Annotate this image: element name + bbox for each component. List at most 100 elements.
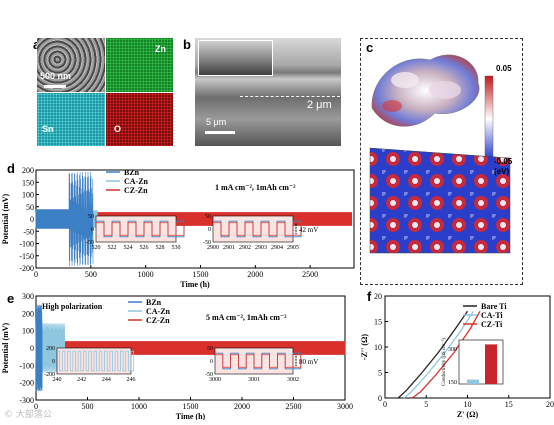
y-tick-label: 15: [374, 318, 382, 327]
inset-trace: [57, 350, 135, 372]
x-tick-label: 2500: [302, 270, 318, 279]
y-tick-label: -50: [23, 227, 34, 236]
y-tick-label: 5: [378, 369, 382, 378]
inset-annotation: 80 mV: [299, 358, 318, 366]
note-label: High polarization: [42, 302, 103, 311]
y-tick-label: 50: [26, 203, 34, 212]
x-tick-label: 20: [546, 400, 554, 409]
inset-x-tick-label: 240: [53, 377, 62, 383]
inset-annotation: 42 mV: [299, 226, 318, 234]
panel-a-sem: [37, 38, 105, 92]
inset-bar: [485, 344, 497, 384]
series-bzn: [35, 171, 94, 267]
inset-x-tick-label: 526: [140, 245, 149, 251]
panel-label-a: a: [33, 37, 40, 52]
x-axis-label: Time (h): [176, 412, 206, 420]
dashed-line-b: [240, 96, 340, 97]
condition-label: 5 mA cm⁻², 1mAh cm⁻²: [206, 313, 287, 322]
zn-map: [106, 38, 173, 92]
inset-x-tick-label: 3002: [287, 377, 299, 383]
inset-x-tick-label: 528: [156, 245, 165, 251]
legend-label: CA-Zn: [146, 307, 171, 316]
x-tick-label: 0: [34, 270, 38, 279]
legend-label: CZ-Zn: [146, 316, 170, 325]
panel-label-c: c: [366, 40, 374, 55]
inset-x-tick-label: 2904: [271, 245, 283, 251]
o-map-label: O: [114, 124, 122, 134]
y-tick-label: 300: [22, 292, 34, 301]
x-axis-label: Z' (Ω): [457, 410, 479, 419]
chart-d: 0 500 1000 1500 2000 2500-200-150-100-5005010…: [1, 166, 355, 289]
inset-x-tick-label: 2902: [239, 245, 251, 251]
y-tick-label: 200: [22, 309, 34, 318]
inset-y-tick-label: 300: [448, 347, 457, 353]
y-axis-label: Potential (mV): [1, 322, 10, 373]
inset-x-tick-label: 244: [102, 377, 111, 383]
inset-bar: [467, 379, 479, 384]
cbar-unit-label: (eV): [494, 167, 510, 176]
series-ca-ti: [403, 310, 474, 399]
sn-map-label: Sn: [42, 124, 54, 134]
inset-y-tick-label: 0: [91, 227, 94, 233]
inset-x-tick-label: 522: [108, 245, 117, 251]
cbar-min-label: -0.05: [494, 157, 513, 166]
inset-y-tick-label: 50: [88, 214, 94, 220]
x-tick-label: 5: [424, 400, 428, 409]
inset-y-label: Conductivity (μS cm⁻¹): [441, 338, 447, 386]
panel-label-b: b: [183, 37, 191, 52]
inset-x-tick-label: 530: [172, 245, 181, 251]
series-cz-ti: [411, 310, 481, 399]
y-tick-label: -100: [19, 240, 34, 249]
y-tick-label: 200: [22, 166, 34, 175]
legend-label: BZn: [124, 168, 140, 177]
scale-label-b-large: 2 μm: [307, 99, 332, 111]
inset-x-tick-label: 2905: [287, 245, 299, 251]
inset-y-tick-label: -50: [205, 372, 213, 378]
inset-x-tick-label: 3001: [248, 377, 260, 383]
condition-label: 1 mA cm⁻², 1mAh cm⁻²: [215, 183, 296, 192]
y-tick-label: 0: [378, 394, 382, 403]
scale-label-a: 500 nm: [40, 71, 72, 81]
x-tick-label: 1000: [131, 402, 147, 411]
inset-y-tick-label: -50: [203, 240, 211, 246]
inset-x-tick-label: 2901: [223, 245, 235, 251]
inset-y-tick-label: 200: [46, 346, 55, 352]
panel-c-frame: [360, 38, 523, 285]
x-tick-label: 2000: [234, 402, 250, 411]
x-tick-label: 500: [82, 402, 94, 411]
inset-trace: [96, 222, 185, 236]
legend-label: Bare Ti: [481, 302, 507, 311]
y-tick-label: 10: [374, 343, 382, 352]
chart-f: 0 5 10 15 20 0 5 10 15 20 Z' (Ω) -Z'' (Ω) Bare TiCA-…: [360, 292, 554, 419]
x-tick-label: 1500: [183, 402, 199, 411]
x-tick-label: 500: [85, 270, 97, 279]
y-tick-label: 20: [374, 292, 382, 301]
legend-label: BZn: [146, 298, 162, 307]
watermark: © 大部落公: [4, 410, 52, 420]
scale-label-b-small: 5 μm: [206, 117, 227, 127]
inset-y-tick-label: -50: [86, 240, 94, 246]
scale-bar-b: [205, 131, 235, 134]
inset-y-tick-label: 0: [208, 227, 211, 233]
inset-x-tick-label: 2900: [207, 245, 219, 251]
x-tick-label: 2500: [286, 402, 302, 411]
y-axis-label: -Z'' (Ω): [360, 334, 369, 361]
legend-label: CA-Zn: [124, 177, 149, 186]
inset-trace: [213, 222, 302, 236]
inset-y-tick-label: 0: [52, 359, 55, 365]
y-tick-label: -300: [19, 396, 34, 405]
x-axis-label: Time (h): [180, 280, 210, 289]
x-tick-label: 3000: [337, 402, 353, 411]
o-map: [106, 93, 173, 146]
x-tick-label: 1500: [192, 270, 208, 279]
panel-label-e: e: [7, 291, 15, 306]
sn-map: [37, 93, 105, 146]
y-tick-label: 0: [30, 344, 34, 353]
x-tick-label: 0: [34, 402, 38, 411]
panel-label-f: f: [367, 289, 372, 304]
x-tick-label: 15: [505, 400, 513, 409]
y-tick-label: 0: [30, 215, 34, 224]
series-bare-ti: [397, 310, 469, 399]
zn-map-label: Zn: [155, 44, 166, 54]
inset-x-tick-label: 3000: [209, 377, 221, 383]
